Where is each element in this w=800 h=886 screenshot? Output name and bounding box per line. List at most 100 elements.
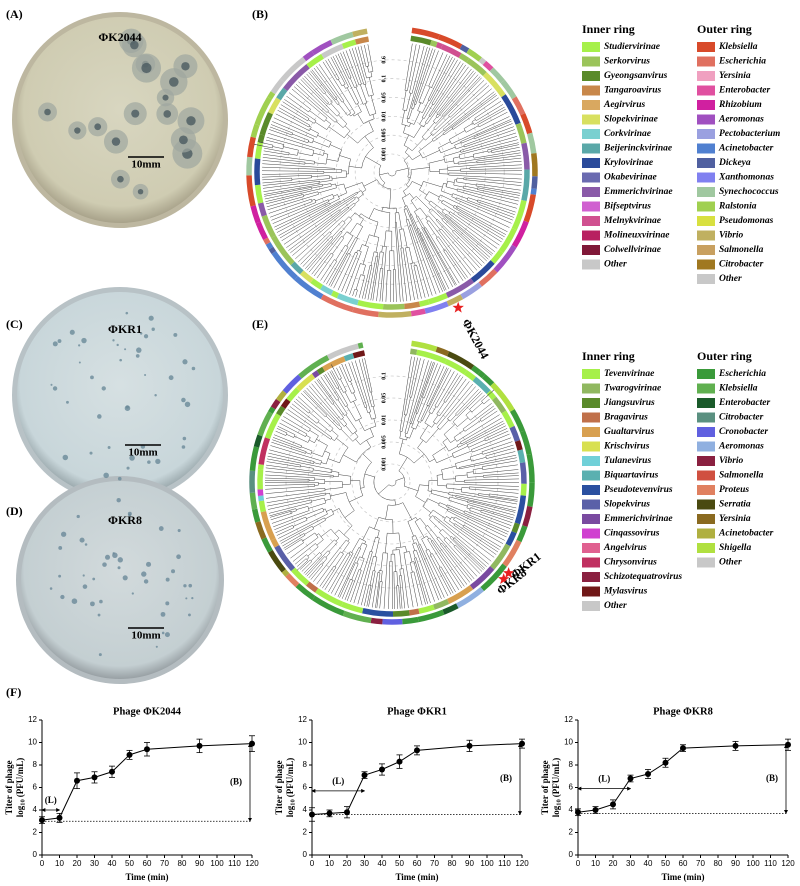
branch: [418, 140, 434, 152]
plaque: [131, 592, 134, 595]
branch: [422, 240, 445, 291]
ring-segment: [357, 342, 364, 349]
branch: [304, 75, 316, 89]
legend-item: Aeromonas: [718, 442, 764, 452]
branch: [428, 397, 433, 406]
branch: [353, 401, 362, 419]
branch: [413, 264, 417, 267]
branch: [457, 97, 499, 127]
data-point: [414, 747, 420, 754]
branch: [385, 246, 387, 259]
branch: [376, 283, 379, 302]
branch: [341, 100, 345, 103]
ring-segment: [516, 525, 528, 543]
ring-segment: [530, 188, 537, 195]
branch: [327, 372, 335, 385]
branch: [263, 187, 304, 195]
legend-swatch: [582, 158, 600, 168]
branch: [336, 551, 341, 557]
branch: [312, 140, 330, 148]
branch: [454, 145, 457, 150]
branch: [389, 561, 391, 581]
branch: [424, 243, 447, 291]
ring-segment: [382, 303, 405, 310]
branch: [307, 408, 311, 412]
plaque: [82, 574, 85, 577]
branch: [448, 218, 494, 255]
branch: [423, 181, 443, 188]
plaque: [191, 366, 196, 371]
branch: [411, 218, 443, 292]
legend-item: Shigella: [719, 543, 751, 553]
branch: [371, 417, 377, 420]
branch: [448, 104, 460, 116]
x-tick-label: 100: [746, 859, 760, 868]
branch: [423, 229, 456, 286]
branch: [419, 189, 428, 196]
branch: [344, 424, 348, 427]
ring-segment: [354, 36, 370, 45]
legend-item: Yersinia: [719, 71, 751, 81]
branch: [275, 430, 279, 433]
legend-swatch: [582, 369, 600, 379]
y-tick-label: 8: [33, 760, 38, 769]
branch: [361, 544, 368, 558]
branch: [463, 179, 481, 182]
branch: [428, 215, 441, 230]
branch: [265, 477, 300, 480]
branch: [302, 431, 308, 435]
branch: [337, 209, 340, 212]
branch: [399, 431, 402, 439]
branch: [467, 444, 469, 448]
branch: [428, 115, 431, 117]
ring-segment: [490, 382, 515, 412]
chart-title: Phage ΦK2044: [113, 706, 182, 717]
branch: [481, 509, 498, 516]
branch: [476, 191, 519, 202]
branch: [348, 102, 356, 114]
branch: [286, 95, 299, 106]
branch: [343, 84, 346, 89]
branch: [474, 221, 504, 240]
branch: [463, 239, 487, 262]
branch: [330, 144, 342, 150]
annotation: (L): [598, 774, 610, 784]
branch: [355, 562, 359, 565]
branch: [274, 177, 292, 180]
legend-swatch: [697, 274, 715, 284]
branch: [311, 452, 323, 457]
annotation: (B): [766, 773, 778, 783]
branch: [446, 213, 451, 218]
branch: [436, 536, 439, 539]
branch: [409, 562, 413, 573]
branch: [442, 438, 448, 443]
branch: [272, 439, 291, 447]
plaque: [144, 373, 147, 377]
branch: [451, 492, 518, 505]
branch: [437, 108, 446, 118]
branch: [398, 457, 408, 472]
branch: [381, 258, 386, 302]
branch: [286, 434, 294, 438]
x-tick-label: 30: [626, 859, 635, 868]
branch: [461, 423, 505, 446]
ring-segment: [341, 39, 357, 49]
branch: [428, 397, 437, 413]
branch: [399, 575, 402, 595]
branch: [293, 86, 323, 112]
branch: [455, 197, 457, 200]
branch: [316, 539, 324, 546]
branch: [302, 130, 317, 138]
ring-segment: [502, 539, 522, 567]
branch: [382, 206, 397, 209]
branch: [323, 508, 326, 510]
branch: [412, 47, 431, 103]
branch: [401, 581, 406, 609]
branch: [349, 238, 358, 255]
branch: [462, 119, 511, 141]
branch: [417, 407, 424, 422]
branch: [486, 191, 520, 199]
branch: [272, 145, 274, 148]
branch: [480, 511, 499, 519]
legend-swatch: [582, 201, 600, 212]
